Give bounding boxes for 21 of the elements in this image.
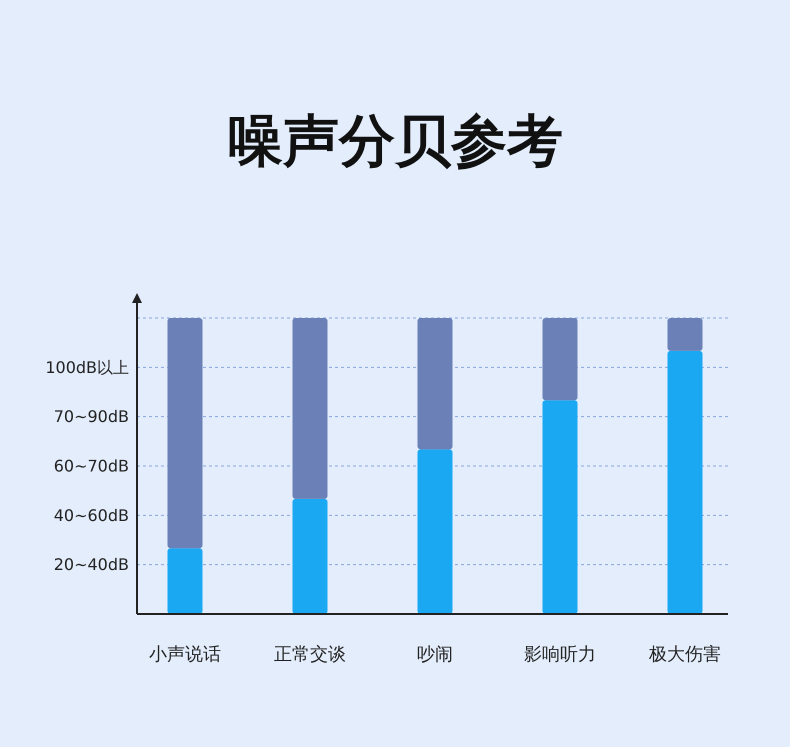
bar (668, 318, 702, 351)
ref-line-label: 20~40dB (54, 555, 129, 574)
x-tick-label: 影响听力 (524, 644, 596, 665)
x-tick-label: 小声说话 (149, 644, 221, 665)
bar (542, 400, 578, 614)
ref-line-label: 60~70dB (54, 456, 129, 476)
bar (668, 350, 702, 614)
bar (292, 498, 328, 614)
ref-line-label: 70~90dB (54, 407, 129, 426)
x-tick-label: 极大伤害 (648, 644, 721, 665)
bar (418, 318, 452, 450)
bar (542, 318, 578, 400)
x-tick-label: 正常交谈 (274, 644, 346, 665)
chart-title: 噪声分贝参考 (227, 109, 563, 174)
bar (168, 318, 202, 548)
bar (168, 548, 202, 614)
bar (418, 449, 452, 614)
bar (292, 318, 328, 499)
x-tick-label: 吵闹 (417, 644, 453, 665)
ref-line-label: 100dB以上 (45, 358, 129, 378)
ref-line-label: 40~60dB (54, 506, 129, 526)
